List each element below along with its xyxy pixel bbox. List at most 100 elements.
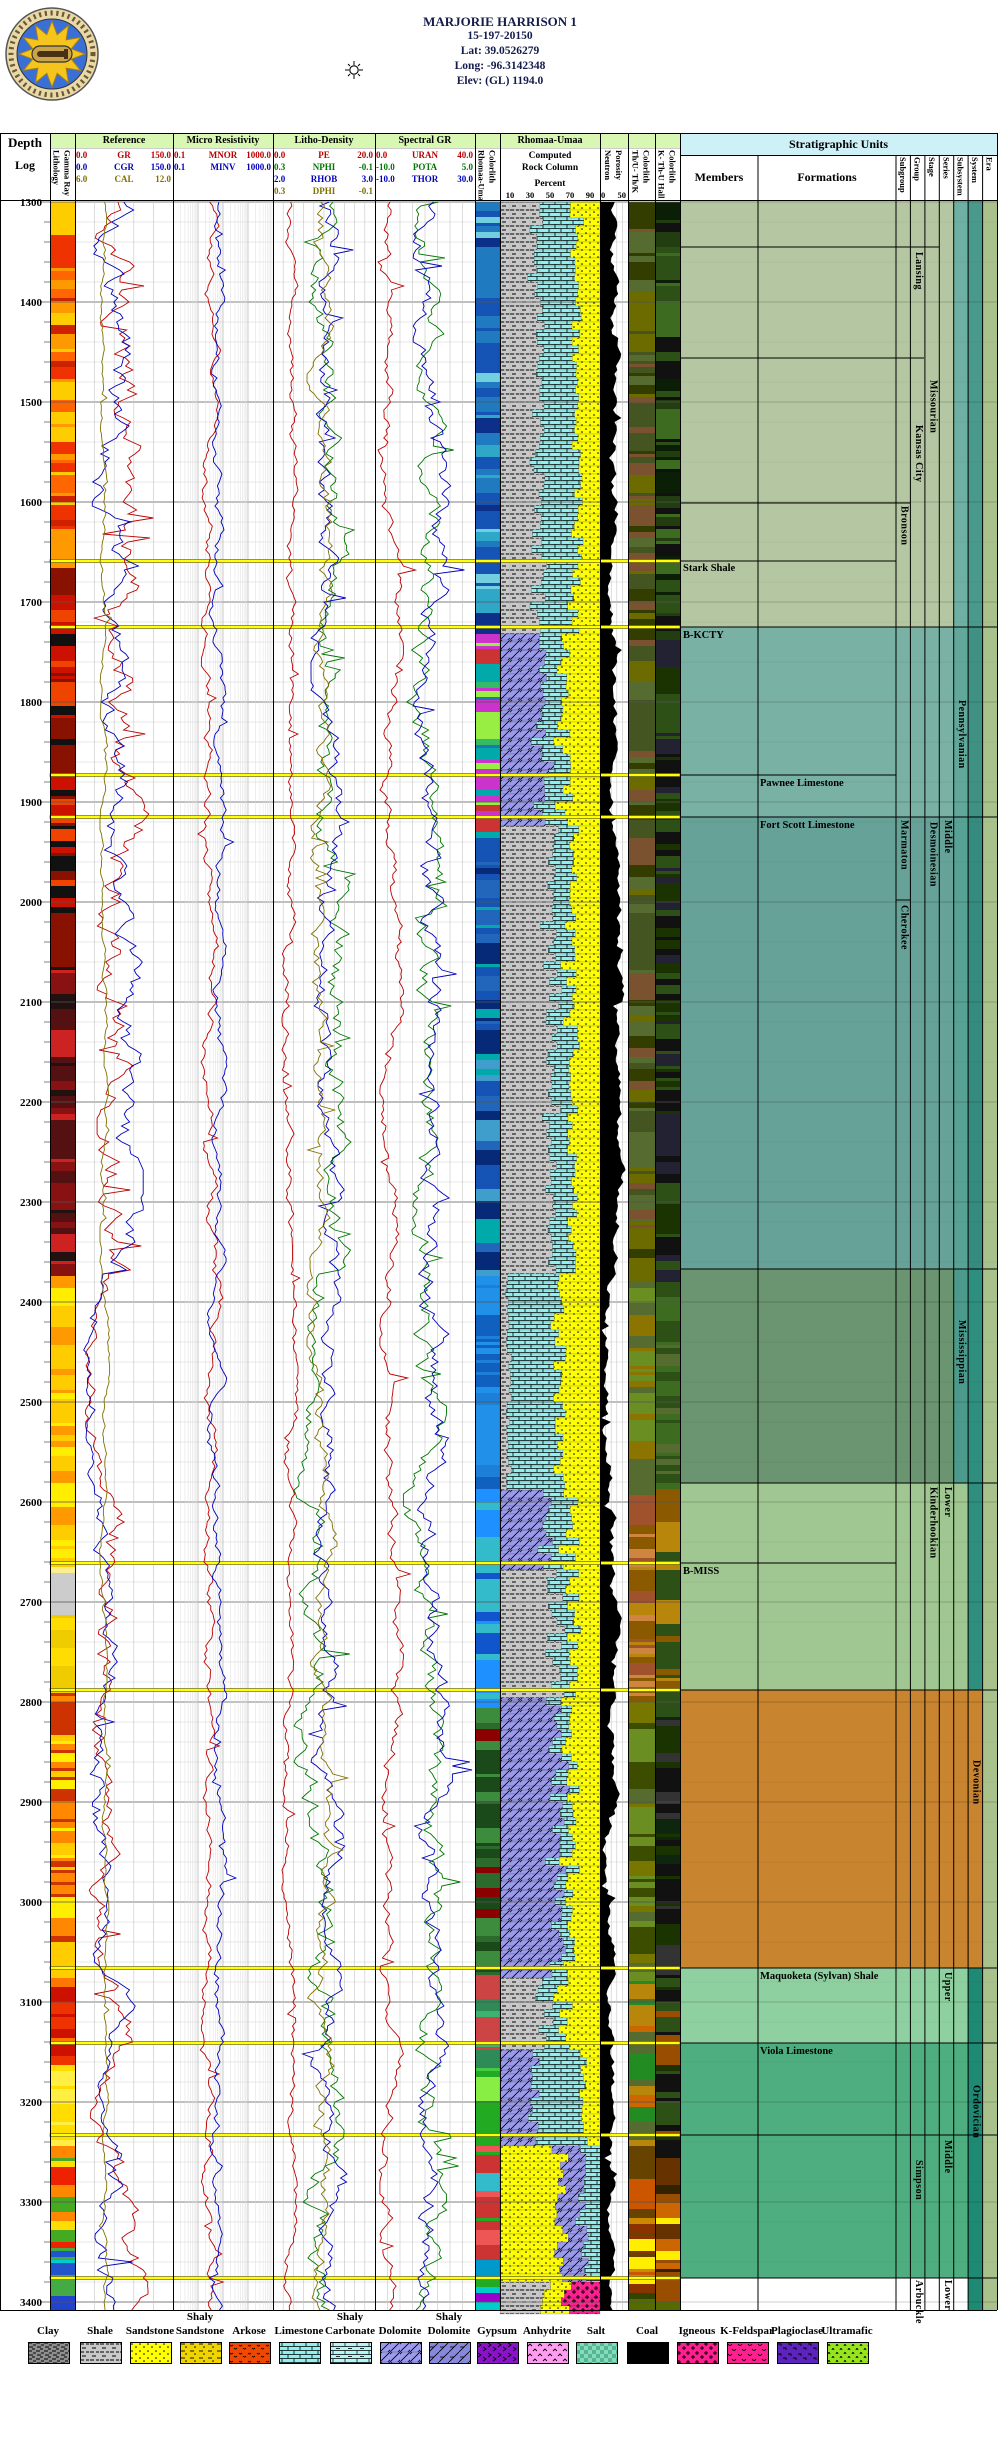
legend-label-gypsum: Gypsum: [477, 2325, 517, 2337]
rock-column-track-scale-90: 90: [585, 190, 595, 200]
litho-density-track-dphi-name: DPHI: [312, 186, 336, 196]
depth-label: 1900: [20, 797, 42, 809]
legend-swatch-arkose: [229, 2342, 271, 2364]
legend-label-shaly_dol: Dolomite: [427, 2325, 471, 2337]
strat-zone-system-6: [968, 1968, 983, 2043]
legend-swatch-anhydrite: [527, 2342, 569, 2364]
kthu-hall-colorlith-strip-header: K- Th-U Hall Colorlith: [656, 150, 678, 199]
neutron-porosity-track-scale-min: 0: [601, 190, 606, 200]
depth-label: 2300: [20, 1197, 42, 1209]
legend-label-shaly_dol: Shaly: [435, 2311, 463, 2323]
strat-unit-label-devonian: Devonian: [970, 1760, 982, 1805]
strat-unit-label-kinderhookian: Kinderhookian: [927, 1487, 939, 1559]
strat-zone-subsystem-3: [953, 1269, 969, 1483]
rock-column-track-scale-70: 70: [565, 190, 575, 200]
legend-swatch-salt: [576, 2342, 618, 2364]
track-header-band: [50, 133, 680, 148]
strat-zone-subsystem-2: [953, 817, 969, 1269]
legend-swatch-coal: [627, 2342, 669, 2364]
depth-label: 2200: [20, 1097, 42, 1109]
micro-resistivity-track-mnor-name: MNOR: [208, 150, 238, 160]
rock-column-track-title: Rhomaa-Umaa: [517, 135, 583, 146]
depth-label: 3200: [20, 2097, 42, 2109]
strat-col-header-group: Group: [912, 157, 923, 181]
litho-density-track-rhob-max: 3.0: [361, 174, 373, 184]
litho-density-track-nphi-max: -0.1: [358, 162, 373, 172]
strat-zone-system-1: [968, 627, 983, 817]
legend-label-igneous: Igneous: [678, 2325, 716, 2337]
strat-unit-label-kansas-city: Kansas City: [912, 425, 924, 483]
reference-track-title: Reference: [102, 135, 146, 146]
strat-unit-label-middle: Middle: [941, 2140, 953, 2174]
depth-label: 2800: [20, 1697, 42, 1709]
rock-column-track-scale-30: 30: [525, 190, 535, 200]
strat-zone-system-0: [968, 200, 983, 627]
micro-resistivity-track-minv-min: 0.1: [174, 162, 186, 172]
strat-col-header-system: System: [970, 157, 981, 183]
spectral-gr-track-uran-min: 0.0: [376, 150, 388, 160]
legend-swatch-ls: [279, 2342, 321, 2364]
well-longitude: Long: -96.3142348: [454, 60, 546, 72]
strat-zone-system-8: [968, 2278, 983, 2310]
strat-zone-era: [982, 200, 997, 2310]
spectral-gr-track-title: Spectral GR: [398, 135, 452, 146]
legend-label-coal: Coal: [636, 2325, 658, 2337]
reference-track-cal-max: 12.0: [155, 174, 171, 184]
legend-swatch-shale: [80, 2342, 122, 2364]
legend-label-anhydrite: Anhydrite: [522, 2325, 572, 2337]
thu-thk-colorlith-strip-header: Th/U- Th/K Colorlith: [630, 150, 652, 194]
reference-track-cgr-name: CGR: [114, 162, 134, 172]
depth-header-line1: Depth: [8, 135, 42, 150]
depth-label: 1800: [20, 697, 42, 709]
depth-label: 3000: [20, 1897, 42, 1909]
depth-label: 2100: [20, 997, 42, 1009]
formation-label-fort-scott-limestone: Fort Scott Limestone: [760, 820, 855, 831]
neutron-porosity-track-header: Neutron Porosity: [603, 150, 624, 181]
depth-label: 2600: [20, 1497, 42, 1509]
depth-label: 2000: [20, 897, 42, 909]
legend-swatch-kfeld: [727, 2342, 769, 2364]
strat-col-header-subsystem: Subsystem: [955, 157, 966, 196]
strat-col-header-series: Series: [941, 157, 952, 179]
well-elevation: Elev: (GL) 1194.0: [456, 75, 544, 87]
litho-density-track-rhob-min: 2.0: [274, 174, 286, 184]
well-name: MARJORIE HARRISON 1: [423, 14, 577, 29]
strat-unit-label-mississippian: Mississippian: [956, 1320, 968, 1385]
micro-resistivity-track-minv-name: MINV: [210, 162, 236, 172]
spectral-gr-track-pota-min: -10.0: [376, 162, 395, 172]
strat-zone-subsystem-0: [953, 200, 969, 627]
strat-zone-subsystem-1: [953, 627, 969, 817]
lithology-gamma-strip-header: Lithology Gamma Ray: [51, 150, 73, 197]
spectral-gr-track-thor-name: THOR: [411, 174, 439, 184]
strat-header-band: [680, 133, 997, 155]
rock-column-track-line-1: Rock Column: [521, 163, 579, 173]
strat-zone-wide-5: [680, 1690, 997, 1968]
depth-label: 2500: [20, 1397, 42, 1409]
legend-swatch-plag: [777, 2342, 819, 2364]
spectral-gr-track-uran-name: URAN: [412, 150, 438, 160]
strat-units-title: Stratigraphic Units: [789, 137, 888, 151]
strat-zone-subsystem-6: [953, 1968, 969, 2043]
strat-zone-wide-1: [680, 627, 997, 817]
spectral-gr-track-thor-min: -10.0: [376, 174, 395, 184]
legend-label-shaly_ss: Sandstone: [175, 2325, 225, 2337]
strat-zone-subsystem-7: [953, 2043, 969, 2278]
strat-unit-label-upper: Upper: [941, 1972, 953, 2002]
depth-label: 1700: [20, 597, 42, 609]
strat-unit-label-desmoinesian: Desmoinesian: [927, 822, 939, 887]
spectral-gr-track-pota-name: POTA: [412, 162, 438, 172]
strat-zone-wide-0: [680, 200, 997, 627]
reference-track-gr-min: 0.0: [76, 150, 88, 160]
micro-resistivity-track-mnor-max: 1000.0: [246, 150, 271, 160]
legend-swatch-clay: [28, 2342, 70, 2364]
spectral-gr-track-pota-max: 5.0: [461, 162, 473, 172]
strat-unit-label-simpson: Simpson: [912, 2160, 924, 2201]
neutron-porosity-track-scale-max: 50: [617, 190, 627, 200]
depth-label: 2400: [20, 1297, 42, 1309]
strat-zone-system-2: [968, 817, 983, 1269]
legend-label-arkose: Arkose: [232, 2325, 266, 2337]
legend-label-kfeld: K-Feldspar: [720, 2325, 774, 2337]
strat-unit-label-lower: Lower: [941, 1487, 953, 1518]
litho-density-track-nphi-min: 0.3: [274, 162, 286, 172]
strat-zone-subsystem-4: [953, 1483, 969, 1690]
